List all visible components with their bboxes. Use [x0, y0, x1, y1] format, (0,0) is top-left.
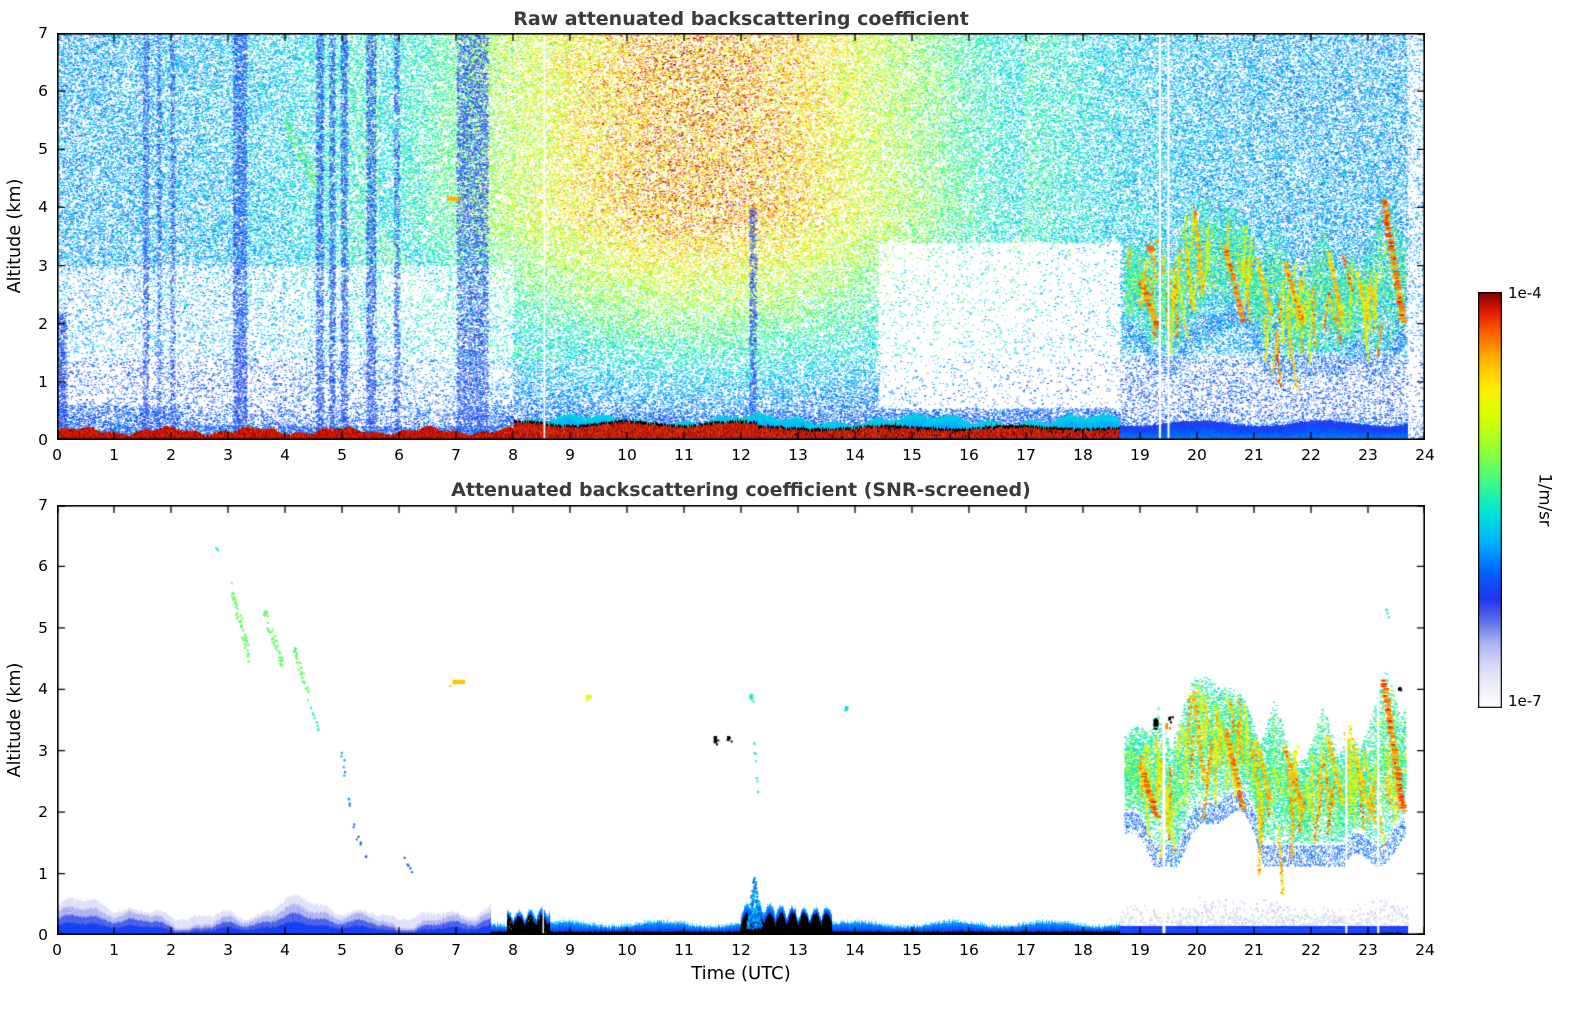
x-tick-label: 19 — [1130, 941, 1150, 959]
y-tick-label: 2 — [38, 314, 48, 333]
x-tick-label: 21 — [1244, 446, 1264, 464]
y-tick-label: 5 — [38, 618, 48, 637]
x-tick-label: 15 — [902, 446, 922, 464]
x-tick-label: 9 — [565, 446, 575, 464]
y-tick-label: 3 — [38, 741, 48, 760]
x-tick-label: 2 — [166, 941, 176, 959]
x-tick-label: 16 — [959, 941, 979, 959]
x-tick-label: 8 — [508, 446, 518, 464]
x-tick-label: 0 — [52, 941, 62, 959]
top-y-axis-label: Altitude (km) — [5, 178, 25, 294]
x-tick-label: 14 — [845, 941, 865, 959]
y-tick-label: 0 — [38, 431, 48, 449]
x-tick-label: 22 — [1301, 941, 1321, 959]
x-tick-label: 5 — [337, 446, 347, 464]
x-tick-label: 18 — [1073, 446, 1093, 464]
x-tick-label: 12 — [731, 446, 751, 464]
x-tick-label: 24 — [1415, 941, 1435, 959]
x-tick-label: 10 — [617, 446, 637, 464]
x-tick-label: 9 — [565, 941, 575, 959]
x-tick-label: 15 — [902, 941, 922, 959]
bottom-panel-title: Attenuated backscattering coefficient (S… — [451, 479, 1031, 501]
x-tick-label: 1 — [109, 446, 119, 464]
x-tick-label: 3 — [223, 446, 233, 464]
colorbar — [1478, 292, 1502, 708]
x-tick-label: 23 — [1358, 446, 1378, 464]
y-tick-label: 6 — [38, 557, 48, 576]
x-tick-label: 20 — [1187, 941, 1207, 959]
y-tick-label: 6 — [38, 82, 48, 101]
top-x-tick-labels: 0 1 2 3 4 5 6 7 8 9 10 11 12 13 14 15 16 17 18 19 20 21 22 23 24 — [52, 446, 1435, 466]
top-y-tick-labels: 0 1 2 3 4 5 6 7 — [26, 24, 52, 449]
x-tick-label: 5 — [337, 941, 347, 959]
x-tick-label: 17 — [1016, 446, 1036, 464]
y-tick-label: 7 — [38, 24, 48, 42]
bottom-y-tick-labels: 0 1 2 3 4 5 6 7 — [26, 496, 52, 944]
x-tick-label: 7 — [451, 446, 461, 464]
colorbar-max-label: 1e-4 — [1508, 284, 1542, 302]
y-tick-label: 1 — [38, 864, 48, 883]
x-tick-label: 21 — [1244, 941, 1264, 959]
x-tick-label: 3 — [223, 941, 233, 959]
x-tick-label: 17 — [1016, 941, 1036, 959]
x-tick-label: 10 — [617, 941, 637, 959]
x-tick-label: 22 — [1301, 446, 1321, 464]
x-tick-label: 8 — [508, 941, 518, 959]
x-tick-label: 20 — [1187, 446, 1207, 464]
x-tick-label: 16 — [959, 446, 979, 464]
y-tick-label: 4 — [38, 198, 48, 217]
x-tick-label: 4 — [280, 446, 290, 464]
x-tick-label: 6 — [394, 941, 404, 959]
x-tick-label: 14 — [845, 446, 865, 464]
x-tick-label: 23 — [1358, 941, 1378, 959]
y-tick-label: 5 — [38, 140, 48, 159]
colorbar-min-label: 1e-7 — [1508, 692, 1542, 710]
y-tick-label: 1 — [38, 372, 48, 391]
x-tick-label: 2 — [166, 446, 176, 464]
bottom-x-tick-labels: 0 1 2 3 4 5 6 7 8 9 10 11 12 13 14 15 16 17 18 19 20 21 22 23 24 — [52, 941, 1435, 961]
x-tick-label: 1 — [109, 941, 119, 959]
colorbar-unit-label: 1/m/sr — [1535, 473, 1555, 527]
x-tick-label: 11 — [674, 941, 694, 959]
x-tick-label: 7 — [451, 941, 461, 959]
x-tick-label: 12 — [731, 941, 751, 959]
y-tick-label: 2 — [38, 803, 48, 822]
x-tick-label: 4 — [280, 941, 290, 959]
x-tick-label: 0 — [52, 446, 62, 464]
x-tick-label: 24 — [1415, 446, 1435, 464]
x-tick-label: 6 — [394, 446, 404, 464]
x-tick-label: 13 — [788, 941, 808, 959]
x-tick-label: 19 — [1130, 446, 1150, 464]
x-tick-label: 13 — [788, 446, 808, 464]
x-axis-label: Time (UTC) — [691, 963, 791, 984]
screened-backscatter-heatmap — [57, 505, 1425, 935]
x-tick-label: 18 — [1073, 941, 1093, 959]
x-tick-label: 11 — [674, 446, 694, 464]
y-tick-label: 4 — [38, 680, 48, 699]
bottom-y-axis-label: Altitude (km) — [5, 662, 25, 778]
y-tick-label: 0 — [38, 926, 48, 944]
y-tick-label: 7 — [38, 496, 48, 514]
raw-backscatter-heatmap — [57, 33, 1425, 440]
y-tick-label: 3 — [38, 256, 48, 275]
top-panel-title: Raw attenuated backscattering coefficien… — [513, 8, 969, 30]
